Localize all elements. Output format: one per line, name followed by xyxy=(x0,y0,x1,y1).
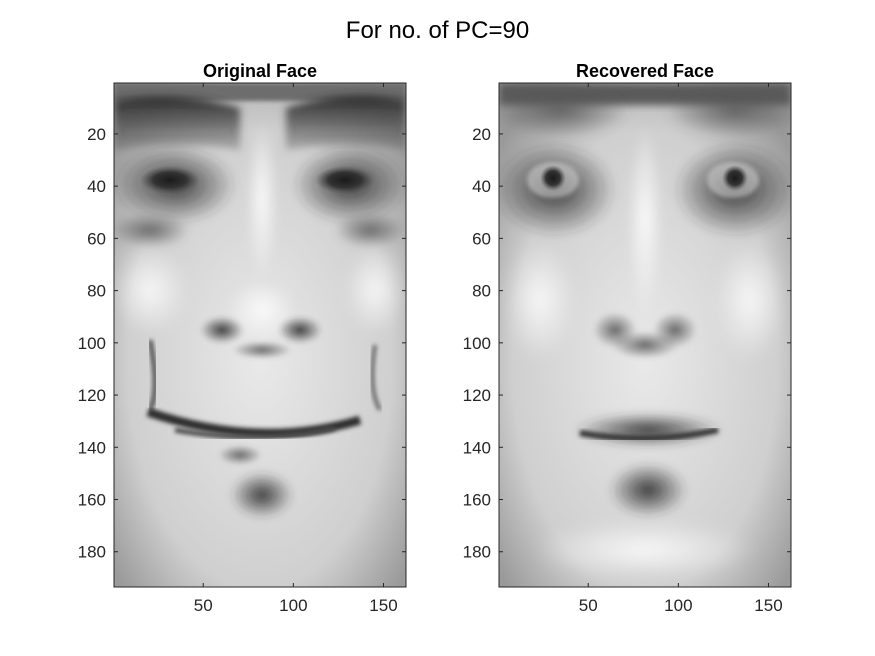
subplot-original: Original Face xyxy=(78,61,407,615)
axis-ticks: 50 100 150 20 40 60 80 100 120 140 160 180 xyxy=(463,83,791,615)
y-tick-label: 180 xyxy=(78,543,106,562)
axes-frame xyxy=(498,82,792,588)
subplot-title: Recovered Face xyxy=(576,61,714,81)
y-tick-label: 80 xyxy=(87,282,106,301)
y-tick-label: 140 xyxy=(78,438,106,457)
y-tick-label: 40 xyxy=(87,177,106,196)
axes-frame xyxy=(113,82,407,588)
y-tick-label: 180 xyxy=(463,543,491,562)
x-tick-label: 150 xyxy=(369,596,397,615)
y-tick-label: 20 xyxy=(472,125,491,144)
x-tick-label: 50 xyxy=(579,596,598,615)
y-tick-label: 40 xyxy=(472,177,491,196)
face-image xyxy=(499,83,791,587)
y-tick-label: 120 xyxy=(463,386,491,405)
y-tick-label: 100 xyxy=(463,334,491,353)
face-image xyxy=(114,83,406,587)
y-tick-label: 160 xyxy=(78,491,106,510)
x-tick-label: 100 xyxy=(279,596,307,615)
y-tick-label: 100 xyxy=(78,334,106,353)
y-tick-label: 120 xyxy=(78,386,106,405)
x-tick-label: 50 xyxy=(194,596,213,615)
y-tick-label: 80 xyxy=(472,282,491,301)
y-tick-label: 60 xyxy=(87,229,106,248)
axis-ticks: 50 100 150 20 40 60 80 100 120 140 160 180 xyxy=(78,83,406,615)
y-tick-label: 160 xyxy=(463,491,491,510)
x-tick-label: 150 xyxy=(754,596,782,615)
y-tick-label: 140 xyxy=(463,438,491,457)
y-tick-label: 60 xyxy=(472,229,491,248)
subplot-title: Original Face xyxy=(203,61,317,81)
x-tick-label: 100 xyxy=(664,596,692,615)
figure-title: For no. of PC=90 xyxy=(346,17,529,44)
y-tick-label: 20 xyxy=(87,125,106,144)
